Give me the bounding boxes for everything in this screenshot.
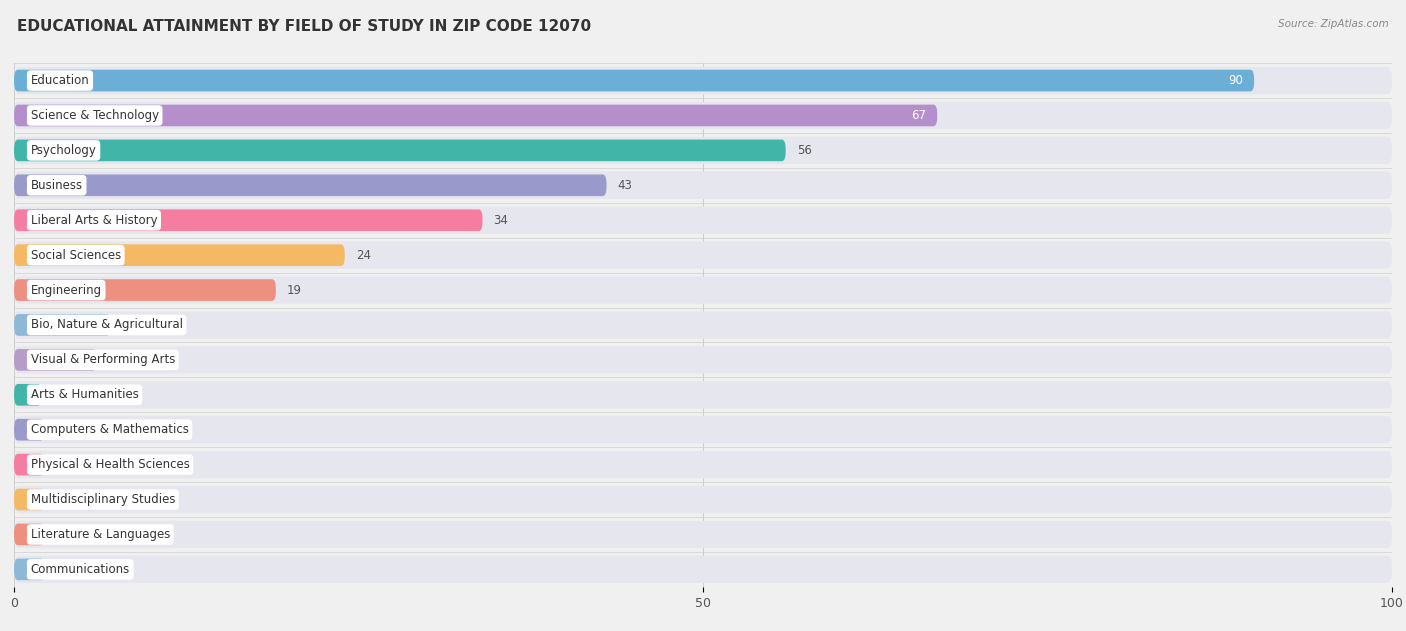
Text: Education: Education [31,74,90,87]
FancyBboxPatch shape [14,242,1392,269]
Text: Communications: Communications [31,563,129,576]
Text: Engineering: Engineering [31,283,101,297]
FancyBboxPatch shape [14,139,786,161]
Text: 0: 0 [55,423,63,436]
Text: 0: 0 [55,458,63,471]
FancyBboxPatch shape [14,558,45,580]
Text: Source: ZipAtlas.com: Source: ZipAtlas.com [1278,19,1389,29]
Circle shape [18,420,27,439]
FancyBboxPatch shape [14,524,45,545]
FancyBboxPatch shape [14,451,1392,478]
Circle shape [18,385,27,404]
Text: Arts & Humanities: Arts & Humanities [31,388,138,401]
FancyBboxPatch shape [14,384,42,406]
Circle shape [18,350,27,370]
FancyBboxPatch shape [14,454,45,475]
Circle shape [18,71,27,90]
FancyBboxPatch shape [14,314,111,336]
Circle shape [18,316,27,334]
FancyBboxPatch shape [14,311,1392,339]
Text: Liberal Arts & History: Liberal Arts & History [31,214,157,227]
Text: Visual & Performing Arts: Visual & Performing Arts [31,353,174,367]
FancyBboxPatch shape [14,70,1254,91]
FancyBboxPatch shape [14,349,97,370]
Circle shape [18,175,27,195]
FancyBboxPatch shape [14,137,1392,164]
Circle shape [18,490,27,509]
Text: Literature & Languages: Literature & Languages [31,528,170,541]
Text: Multidisciplinary Studies: Multidisciplinary Studies [31,493,176,506]
FancyBboxPatch shape [14,105,938,126]
Text: Bio, Nature & Agricultural: Bio, Nature & Agricultural [31,319,183,331]
Text: 7: 7 [121,319,129,331]
Text: 56: 56 [797,144,811,157]
FancyBboxPatch shape [14,556,1392,583]
Text: 0: 0 [55,493,63,506]
FancyBboxPatch shape [14,209,482,231]
Text: 34: 34 [494,214,509,227]
Text: 19: 19 [287,283,302,297]
Text: 43: 43 [617,179,633,192]
Text: Physical & Health Sciences: Physical & Health Sciences [31,458,190,471]
FancyBboxPatch shape [14,244,344,266]
Text: 6: 6 [108,353,115,367]
Text: 0: 0 [55,563,63,576]
Text: 0: 0 [55,528,63,541]
Text: Business: Business [31,179,83,192]
Text: 2: 2 [52,388,60,401]
Circle shape [18,280,27,300]
FancyBboxPatch shape [14,172,1392,199]
FancyBboxPatch shape [14,280,276,301]
FancyBboxPatch shape [14,416,1392,444]
Text: EDUCATIONAL ATTAINMENT BY FIELD OF STUDY IN ZIP CODE 12070: EDUCATIONAL ATTAINMENT BY FIELD OF STUDY… [17,19,591,34]
FancyBboxPatch shape [14,381,1392,408]
Circle shape [18,106,27,125]
Text: 24: 24 [356,249,371,262]
FancyBboxPatch shape [14,175,606,196]
Text: 67: 67 [911,109,927,122]
FancyBboxPatch shape [14,346,1392,374]
FancyBboxPatch shape [14,521,1392,548]
Circle shape [18,245,27,265]
Text: 90: 90 [1229,74,1243,87]
Circle shape [18,525,27,544]
FancyBboxPatch shape [14,276,1392,304]
FancyBboxPatch shape [14,67,1392,94]
FancyBboxPatch shape [14,486,1392,513]
FancyBboxPatch shape [14,419,45,440]
Text: Social Sciences: Social Sciences [31,249,121,262]
Text: Science & Technology: Science & Technology [31,109,159,122]
FancyBboxPatch shape [14,102,1392,129]
Text: Computers & Mathematics: Computers & Mathematics [31,423,188,436]
FancyBboxPatch shape [14,489,45,510]
Circle shape [18,211,27,230]
Circle shape [18,560,27,579]
FancyBboxPatch shape [14,206,1392,234]
Text: Psychology: Psychology [31,144,97,157]
Circle shape [18,455,27,475]
Circle shape [18,141,27,160]
